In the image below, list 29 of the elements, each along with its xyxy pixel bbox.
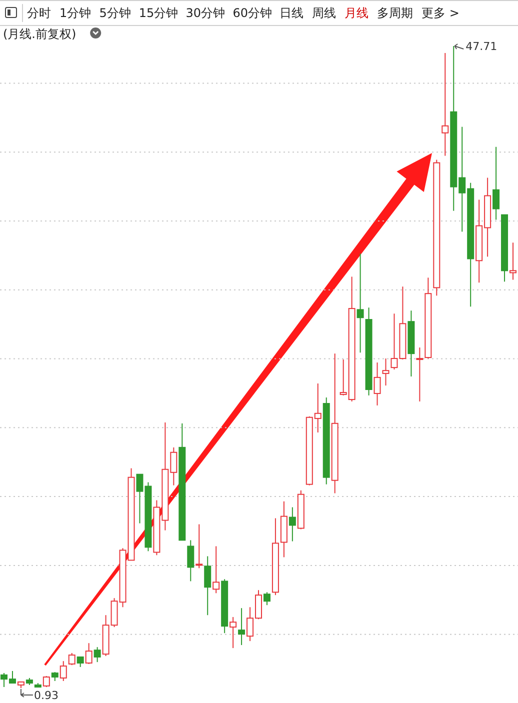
text: 分时 <box>27 6 51 20</box>
candlestick <box>408 310 415 377</box>
candlestick <box>331 353 338 494</box>
candlestick <box>442 52 449 156</box>
text: 30分钟 <box>186 6 226 20</box>
candlestick <box>288 506 296 542</box>
text: 多周期 <box>377 6 414 20</box>
text: 60分钟 <box>232 6 272 20</box>
candlestick <box>238 608 246 646</box>
chart-title: (月线.前复权) <box>3 27 76 41</box>
text: 月线 <box>344 6 369 20</box>
text: 周线 <box>312 6 336 20</box>
candlestick <box>382 358 390 386</box>
candlestick <box>230 616 237 649</box>
candlestick <box>356 253 364 354</box>
text: 5分钟 <box>99 6 131 20</box>
text: 15分钟 <box>138 6 178 20</box>
text: 日线 <box>280 6 304 20</box>
candlestick <box>492 146 500 220</box>
candlestick <box>204 556 212 616</box>
candlestick <box>322 396 330 485</box>
text: 1分钟 <box>60 6 92 20</box>
candlestick <box>416 347 424 402</box>
text: 0.93 <box>34 689 58 702</box>
text: 更多 > <box>422 6 460 20</box>
candlestick <box>187 540 194 582</box>
annotation: 47.71 <box>466 40 498 53</box>
candlestick <box>365 307 372 396</box>
candlestick <box>374 362 381 406</box>
